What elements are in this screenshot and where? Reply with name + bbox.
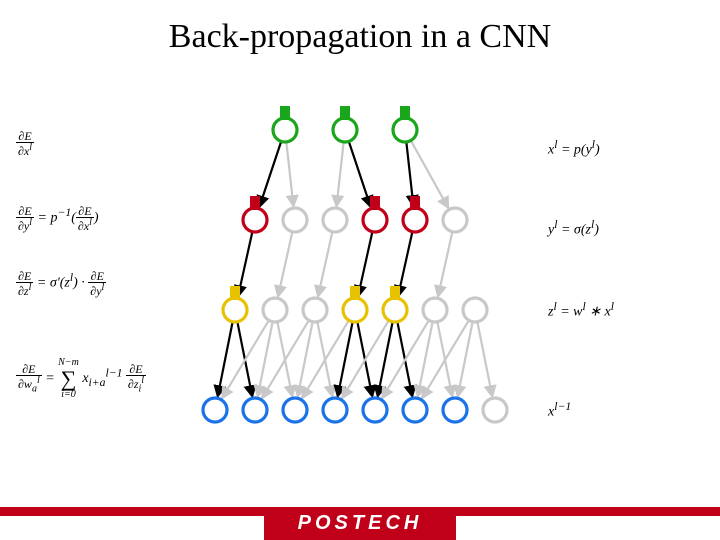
equation-right: zl = wl ∗ xl	[548, 300, 614, 321]
equation-left: ∂E∂xl	[16, 130, 34, 157]
equation-left: ∂E∂wal = N−m∑i=0 xi+al−1 ∂E∂zil	[16, 358, 146, 400]
equation-left: ∂E∂zl = σ'(zl) · ∂E∂yl	[16, 270, 106, 297]
brand-logo: POSTECH	[264, 509, 457, 540]
equation-right: xl−1	[548, 400, 571, 421]
page-title: Back-propagation in a CNN	[0, 18, 720, 56]
equation-left: ∂E∂yl = p−1(∂E∂xl)	[16, 205, 99, 232]
backprop-diagram	[195, 110, 515, 440]
equation-right: yl = σ(zl)	[548, 218, 599, 239]
equation-right: xl = p(yl)	[548, 138, 600, 159]
